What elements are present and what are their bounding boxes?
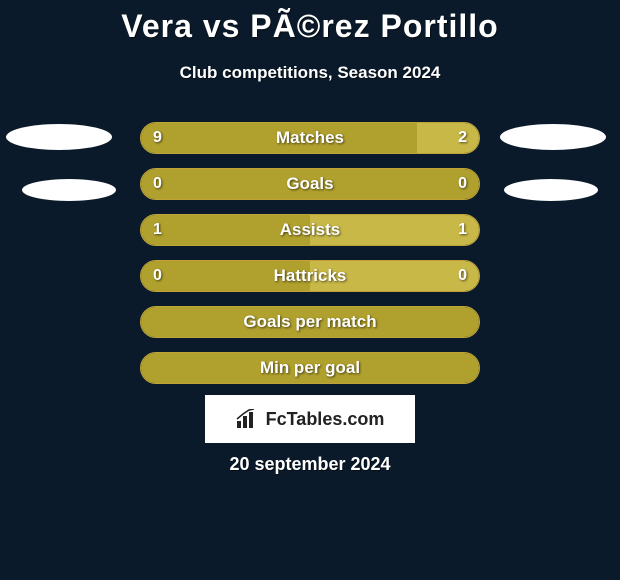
stat-row-goals-per-match: Goals per match: [140, 306, 480, 338]
stat-row-hattricks: Hattricks00: [140, 260, 480, 292]
stat-row-matches: Matches92: [140, 122, 480, 154]
date-label: 20 september 2024: [0, 454, 620, 475]
stat-seg-left: [141, 261, 310, 291]
fctables-logo: FcTables.com: [205, 395, 415, 443]
stat-seg-left: [141, 123, 417, 153]
stat-seg-left: [141, 169, 479, 199]
comparison-chart: Matches92 Goals00 Assists11 Hattricks00 Goal…: [140, 122, 480, 398]
stat-seg-left: [141, 353, 479, 383]
avatar-placeholder-left-1: [6, 124, 112, 150]
logo-text: FcTables.com: [266, 409, 385, 430]
stat-row-min-per-goal: Min per goal: [140, 352, 480, 384]
avatar-placeholder-right-2: [504, 179, 598, 201]
page-title: Vera vs PÃ©rez Portillo: [0, 0, 620, 45]
stat-row-assists: Assists11: [140, 214, 480, 246]
stat-seg-left: [141, 307, 479, 337]
stat-seg-left: [141, 215, 310, 245]
stat-seg-right: [417, 123, 479, 153]
bar-chart-icon: [236, 409, 260, 429]
avatar-placeholder-left-2: [22, 179, 116, 201]
avatar-placeholder-right-1: [500, 124, 606, 150]
stat-seg-right: [310, 215, 479, 245]
page-subtitle: Club competitions, Season 2024: [0, 63, 620, 83]
stat-seg-right: [310, 261, 479, 291]
stat-row-goals: Goals00: [140, 168, 480, 200]
